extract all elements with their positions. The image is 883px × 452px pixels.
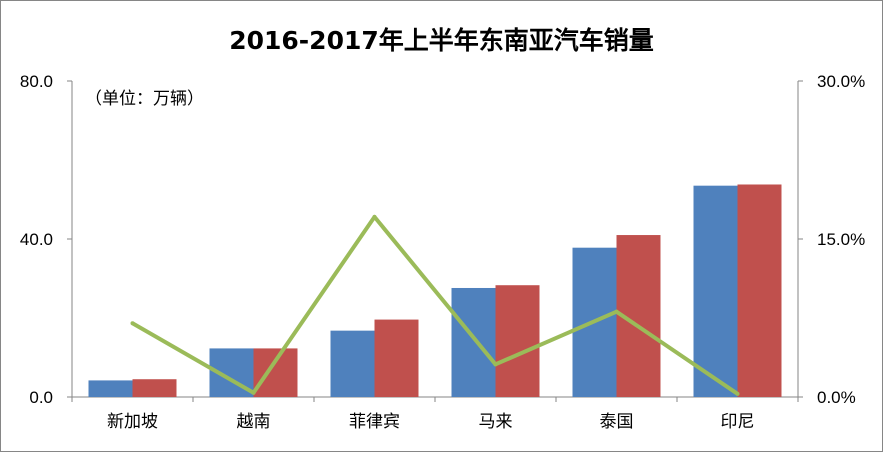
growth-point	[372, 214, 377, 219]
growth-point	[735, 391, 740, 396]
bar-2-4	[495, 285, 540, 397]
bar-2-6	[737, 184, 782, 397]
x-category-label: 泰国	[600, 412, 634, 432]
bar-2-1	[132, 379, 177, 397]
chart-title: 2016-2017年上半年东南亚汽车销量	[229, 26, 654, 55]
growth-point	[130, 321, 135, 326]
y-right-tick-label: 15.0%	[817, 230, 865, 249]
growth-point	[251, 390, 256, 395]
bar-1-1	[88, 380, 133, 397]
x-category-label: 马来	[479, 412, 513, 432]
x-category-label: 新加坡	[107, 412, 158, 432]
growth-line	[131, 214, 739, 396]
bar-1-6	[693, 185, 738, 397]
bar-1-4	[451, 287, 496, 397]
x-category-label: 越南	[237, 412, 271, 432]
bar-2-2	[253, 348, 298, 397]
y-right-tick-label: 30.0%	[817, 72, 865, 91]
x-category-label: 菲律宾	[349, 412, 400, 432]
bar-1-3	[330, 330, 375, 397]
x-category-label: 印尼	[721, 412, 755, 432]
unit-note: （单位：万辆）	[85, 89, 204, 109]
y-left-tick-label: 0.0	[29, 388, 53, 407]
y-left-tick-label: 80.0	[20, 72, 53, 91]
growth-point	[614, 309, 619, 314]
growth-point	[493, 362, 498, 367]
bar-2-3	[374, 319, 419, 397]
y-right-tick-label: 0.0%	[817, 388, 856, 407]
y-left-tick-label: 40.0	[20, 230, 53, 249]
